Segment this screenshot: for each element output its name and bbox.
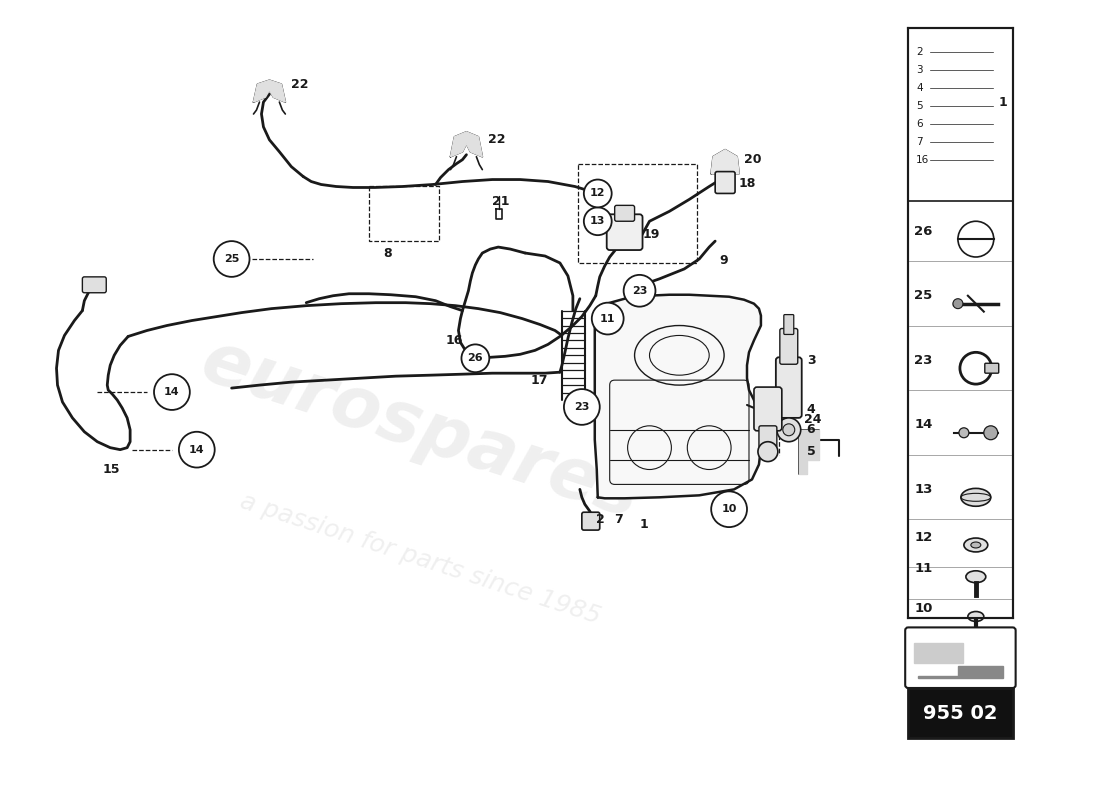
Text: 23: 23	[574, 402, 590, 412]
Text: 3: 3	[806, 354, 815, 366]
Text: 14: 14	[164, 387, 179, 397]
Text: 4: 4	[916, 83, 923, 93]
FancyBboxPatch shape	[759, 426, 777, 448]
Text: 6: 6	[806, 423, 815, 436]
Text: 20: 20	[744, 153, 761, 166]
FancyBboxPatch shape	[776, 358, 802, 418]
Circle shape	[983, 426, 998, 440]
Ellipse shape	[964, 538, 988, 552]
Text: 1: 1	[999, 95, 1008, 109]
Ellipse shape	[971, 542, 981, 548]
Text: 14: 14	[189, 445, 205, 454]
Text: 26: 26	[914, 225, 933, 238]
Text: 12: 12	[590, 189, 605, 198]
Ellipse shape	[961, 488, 991, 506]
Text: 16: 16	[916, 154, 930, 165]
Text: 1: 1	[639, 518, 648, 530]
Ellipse shape	[966, 571, 986, 582]
Text: 9: 9	[719, 254, 728, 267]
Text: 2: 2	[596, 513, 605, 526]
Text: a passion for parts since 1985: a passion for parts since 1985	[238, 489, 604, 629]
Ellipse shape	[968, 611, 983, 622]
FancyBboxPatch shape	[984, 363, 999, 373]
Circle shape	[953, 298, 962, 309]
Text: 8: 8	[383, 246, 392, 259]
Circle shape	[564, 389, 600, 425]
Text: 22: 22	[292, 78, 309, 90]
Text: 14: 14	[914, 418, 933, 431]
FancyBboxPatch shape	[909, 688, 1013, 738]
FancyBboxPatch shape	[582, 512, 600, 530]
Circle shape	[179, 432, 214, 467]
FancyBboxPatch shape	[82, 277, 107, 293]
Text: 23: 23	[914, 354, 933, 366]
FancyBboxPatch shape	[909, 28, 1013, 618]
Text: 11: 11	[914, 562, 933, 575]
Text: 25: 25	[914, 290, 933, 302]
Circle shape	[584, 207, 612, 235]
Polygon shape	[595, 294, 761, 498]
FancyBboxPatch shape	[715, 171, 735, 194]
Circle shape	[624, 275, 656, 306]
Circle shape	[154, 374, 190, 410]
Polygon shape	[451, 132, 482, 157]
Polygon shape	[253, 80, 285, 102]
Text: 26: 26	[468, 354, 483, 363]
Circle shape	[758, 442, 778, 462]
Text: 22: 22	[488, 134, 506, 146]
FancyBboxPatch shape	[754, 387, 782, 430]
Polygon shape	[918, 666, 1003, 678]
Text: 24: 24	[804, 414, 822, 426]
Text: 16: 16	[446, 334, 463, 347]
FancyBboxPatch shape	[905, 627, 1015, 688]
FancyBboxPatch shape	[784, 314, 794, 334]
Text: 12: 12	[914, 530, 933, 543]
Text: 19: 19	[642, 228, 660, 241]
Circle shape	[592, 302, 624, 334]
Text: 5: 5	[916, 101, 923, 111]
Text: 21: 21	[493, 195, 509, 208]
Text: 10: 10	[722, 504, 737, 514]
Text: 13: 13	[914, 483, 933, 496]
FancyBboxPatch shape	[607, 214, 642, 250]
FancyBboxPatch shape	[615, 206, 635, 222]
Polygon shape	[914, 643, 962, 663]
Text: 3: 3	[916, 66, 923, 75]
Text: 23: 23	[631, 286, 647, 296]
Circle shape	[213, 241, 250, 277]
Circle shape	[783, 424, 795, 436]
Circle shape	[777, 418, 801, 442]
Text: 7: 7	[614, 513, 623, 526]
Text: 18: 18	[739, 177, 757, 190]
Text: 15: 15	[102, 463, 120, 476]
Text: 5: 5	[806, 445, 815, 458]
Text: 2: 2	[916, 47, 923, 58]
Circle shape	[712, 491, 747, 527]
Text: 17: 17	[530, 374, 548, 386]
Text: 6: 6	[916, 119, 923, 129]
Text: 10: 10	[914, 602, 933, 615]
Circle shape	[461, 344, 490, 372]
Polygon shape	[799, 430, 818, 474]
Text: 13: 13	[590, 216, 605, 226]
Text: 25: 25	[224, 254, 240, 264]
Circle shape	[959, 428, 969, 438]
Text: eurospares: eurospares	[192, 326, 649, 533]
Polygon shape	[712, 150, 739, 174]
Circle shape	[584, 179, 612, 207]
Text: 4: 4	[806, 403, 815, 417]
Text: 7: 7	[916, 137, 923, 147]
Text: 955 02: 955 02	[923, 704, 998, 723]
FancyBboxPatch shape	[780, 329, 798, 364]
Text: 11: 11	[600, 314, 616, 323]
